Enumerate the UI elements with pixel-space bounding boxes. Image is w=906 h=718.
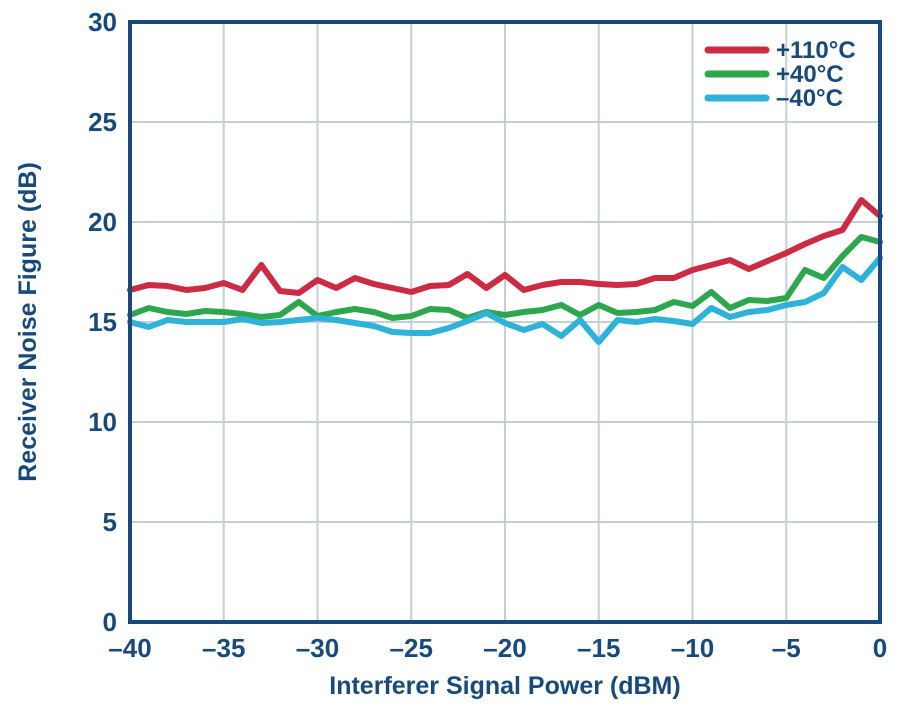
- x-tick-label: –30: [296, 633, 339, 663]
- y-tick-label: 25: [88, 107, 117, 137]
- y-tick-label: 20: [88, 207, 117, 237]
- legend-label-plus-110c: +110°C: [776, 37, 856, 64]
- series-line-plus-40c: [127, 234, 883, 321]
- x-axis-tick-labels: –40 –35 –30 –25 –20 –15 –10 –5 0: [108, 633, 887, 663]
- series-line-plus-110c: [127, 197, 883, 296]
- x-tick-label: –25: [390, 633, 433, 663]
- legend: +110°C+40°C–40°C: [704, 37, 856, 112]
- data-series: [127, 197, 883, 345]
- plot-border: [128, 20, 882, 624]
- x-tick-label: 0: [873, 633, 887, 663]
- y-axis-title: Receiver Noise Figure (dB): [14, 162, 42, 482]
- series-line-minus-40c: [127, 255, 883, 345]
- x-tick-label: –10: [671, 633, 714, 663]
- y-tick-label: 30: [88, 7, 117, 37]
- y-tick-label: 5: [103, 507, 117, 537]
- x-tick-label: –35: [202, 633, 245, 663]
- x-tick-label: –20: [483, 633, 526, 663]
- y-tick-label: 0: [103, 607, 117, 637]
- y-tick-label: 10: [88, 407, 117, 437]
- x-tick-label: –15: [577, 633, 620, 663]
- x-tick-label: –40: [108, 633, 151, 663]
- x-axis-title: Interferer Signal Power (dBM): [329, 672, 680, 700]
- legend-label-plus-40c: +40°C: [776, 61, 844, 88]
- y-tick-label: 15: [88, 307, 117, 337]
- legend-label-minus-40c: –40°C: [776, 85, 843, 112]
- y-axis-tick-labels: 0 5 10 15 20 25 30: [88, 7, 117, 637]
- x-tick-label: –5: [772, 633, 801, 663]
